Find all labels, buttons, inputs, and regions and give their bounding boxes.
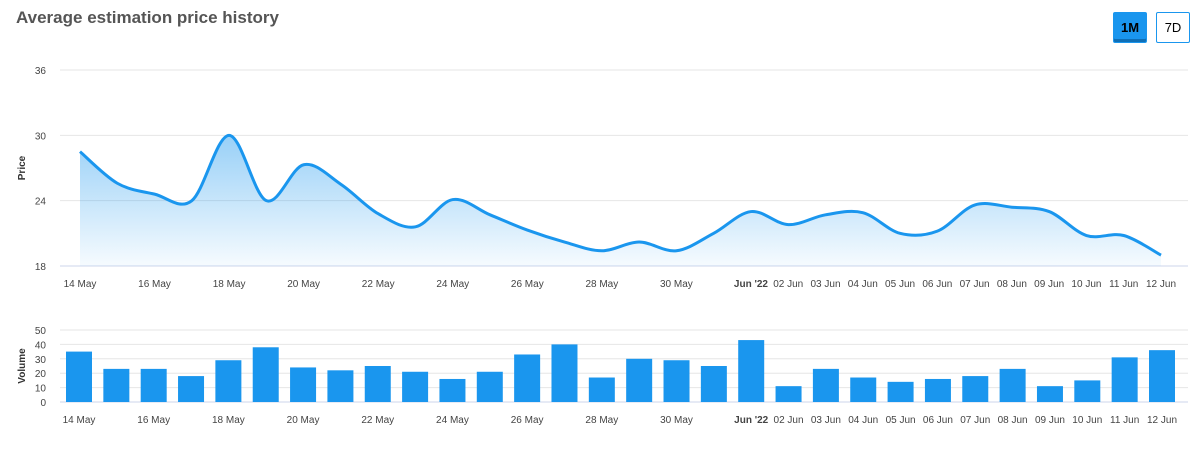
volume-bar [962,376,989,402]
volume-x-tick-label: 16 May [137,415,170,426]
volume-y-tick-label: 50 [35,326,47,337]
volume-bar [663,360,690,402]
volume-x-tick-label: 06 Jun [923,415,953,426]
volume-bar [140,368,167,402]
volume-bar [1111,357,1138,402]
price-x-tick-label: 07 Jun [960,279,990,290]
price-x-axis: 14 May 16 May 18 May 20 May 22 May 24 May 26 M… [64,279,1176,290]
price-axis-title: Price [17,155,28,180]
volume-x-tick-label: 09 Jun [1035,415,1065,426]
price-x-tick-label: 02 Jun [773,279,803,290]
volume-x-tick-label: 03 Jun [811,415,841,426]
volume-bar [850,377,877,402]
volume-x-tick-label: 18 May [212,415,245,426]
volume-x-tick-label: Jun '22 [734,415,768,426]
volume-x-tick-label: 11 Jun [1110,415,1139,426]
volume-bar [738,340,765,402]
volume-x-tick-label: 04 Jun [848,415,878,426]
volume-x-tick-label: 14 May [63,415,96,426]
volume-x-tick-label: 20 May [287,415,320,426]
volume-bars [66,340,1175,402]
price-y-tick-label: 30 [35,131,47,142]
price-x-tick-label: 04 Jun [848,279,878,290]
volume-bar [290,367,317,402]
volume-x-tick-label: 10 Jun [1072,415,1102,426]
price-x-tick-label: 03 Jun [811,279,841,290]
price-x-tick-label: 16 May [138,279,171,290]
price-y-tick-label: 18 [35,262,47,273]
volume-bar [700,366,727,402]
volume-bar [215,360,242,402]
volume-y-tick-label: 40 [35,340,47,351]
volume-bar [626,358,653,402]
volume-bar [66,351,92,402]
range-7d-button[interactable]: 7D [1156,12,1190,43]
volume-y-tick-label: 10 [35,384,47,395]
price-y-tick-label: 24 [35,197,47,208]
volume-x-tick-label: 28 May [585,415,618,426]
range-1m-button[interactable]: 1M [1113,12,1147,43]
volume-bar [252,347,279,402]
price-x-tick-label: 24 May [436,279,469,290]
volume-bar [327,370,354,402]
price-x-tick-label: Jun '22 [734,279,768,290]
price-y-axis: 18 24 30 36 [35,66,47,273]
volume-bar [514,354,541,402]
price-x-tick-label: 30 May [660,279,693,290]
price-x-tick-label: 22 May [362,279,395,290]
volume-y-axis: 0 10 20 30 40 50 [35,326,47,409]
price-area [80,135,1161,266]
volume-x-tick-label: 02 Jun [774,415,804,426]
volume-bar [178,376,205,402]
volume-bar [999,368,1026,402]
volume-bar [103,368,130,402]
price-x-tick-label: 28 May [585,279,618,290]
price-x-tick-label: 08 Jun [997,279,1027,290]
volume-axis-title: Volume [17,348,28,384]
volume-x-tick-label: 08 Jun [998,415,1028,426]
price-x-tick-label: 26 May [511,279,544,290]
volume-bar [812,368,839,402]
volume-bar [1149,350,1175,402]
volume-y-tick-label: 0 [40,398,46,409]
volume-y-tick-label: 20 [35,369,47,380]
volume-bar [887,381,914,402]
volume-x-tick-label: 07 Jun [960,415,990,426]
volume-bar [588,377,615,402]
volume-bar [551,344,578,402]
volume-x-tick-label: 22 May [361,415,394,426]
volume-x-tick-label: 24 May [436,415,469,426]
price-x-tick-label: 20 May [287,279,320,290]
volume-x-tick-label: 05 Jun [886,415,916,426]
chart-title: Average estimation price history [16,8,279,27]
volume-bar [1074,380,1101,402]
volume-x-tick-label: 30 May [660,415,693,426]
price-y-tick-label: 36 [35,66,47,77]
volume-bar [402,371,429,402]
price-series-line [79,133,1162,257]
price-x-tick-label: 05 Jun [885,279,915,290]
volume-x-axis: 14 May 16 May 18 May 20 May 22 May 24 May 26 M… [63,415,1177,426]
volume-bar [1036,386,1063,402]
volume-bar [476,371,503,402]
volume-x-tick-label: 12 Jun [1147,415,1177,426]
price-x-tick-label: 06 Jun [922,279,952,290]
volume-bar [775,386,802,402]
volume-bar [439,378,466,402]
volume-y-tick-label: 30 [35,355,47,366]
volume-x-tick-label: 26 May [511,415,544,426]
price-x-tick-label: 11 Jun [1109,279,1138,290]
price-x-tick-label: 14 May [64,279,97,290]
volume-bar [924,378,951,402]
volume-bar [364,366,391,402]
price-x-tick-label: 10 Jun [1071,279,1101,290]
price-x-tick-label: 18 May [213,279,246,290]
price-x-tick-label: 09 Jun [1034,279,1064,290]
price-x-tick-label: 12 Jun [1146,279,1176,290]
